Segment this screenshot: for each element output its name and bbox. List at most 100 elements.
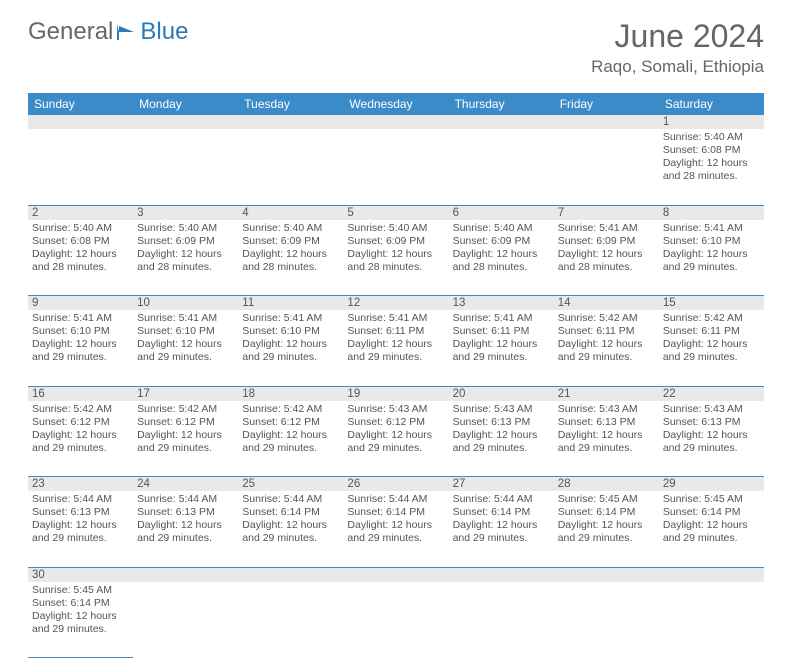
day-number [659,567,764,582]
weekday-header: Thursday [449,93,554,115]
day-number [343,115,448,129]
sunrise-text: Sunrise: 5:44 AM [347,493,444,506]
daylight2-text: and 29 minutes. [32,351,129,364]
sunset-text: Sunset: 6:11 PM [347,325,444,338]
daylight2-text: and 29 minutes. [558,351,655,364]
sunrise-text: Sunrise: 5:40 AM [32,222,129,235]
sunset-text: Sunset: 6:13 PM [663,416,760,429]
sunset-text: Sunset: 6:14 PM [453,506,550,519]
sunrise-text: Sunrise: 5:42 AM [32,403,129,416]
day-number: 4 [238,205,343,220]
sunrise-text: Sunrise: 5:44 AM [137,493,234,506]
day-number: 10 [133,296,238,311]
daylight2-text: and 29 minutes. [32,623,129,636]
day-cell [449,582,554,658]
sunrise-text: Sunrise: 5:40 AM [663,131,760,144]
sunset-text: Sunset: 6:10 PM [137,325,234,338]
daylight1-text: Daylight: 12 hours [453,248,550,261]
daylight1-text: Daylight: 12 hours [558,519,655,532]
day-number: 16 [28,386,133,401]
daylight1-text: Daylight: 12 hours [663,519,760,532]
sunset-text: Sunset: 6:09 PM [558,235,655,248]
sunrise-text: Sunrise: 5:41 AM [558,222,655,235]
weekday-header: Saturday [659,93,764,115]
sunrise-text: Sunrise: 5:41 AM [242,312,339,325]
daylight1-text: Daylight: 12 hours [663,248,760,261]
weekday-header: Sunday [28,93,133,115]
daylight1-text: Daylight: 12 hours [453,338,550,351]
sunrise-text: Sunrise: 5:41 AM [347,312,444,325]
sunset-text: Sunset: 6:09 PM [242,235,339,248]
day-cell: Sunrise: 5:42 AMSunset: 6:12 PMDaylight:… [28,401,133,477]
sunset-text: Sunset: 6:09 PM [453,235,550,248]
day-number [554,567,659,582]
daylight2-text: and 29 minutes. [242,442,339,455]
daylight1-text: Daylight: 12 hours [242,248,339,261]
day-number: 17 [133,386,238,401]
daylight2-text: and 29 minutes. [558,532,655,545]
daylight1-text: Daylight: 12 hours [137,429,234,442]
day-cell [554,129,659,205]
content-row: Sunrise: 5:42 AMSunset: 6:12 PM Daylight:… [28,401,764,477]
daylight1-text: Daylight: 12 hours [137,338,234,351]
day-number: 9 [28,296,133,311]
day-cell [238,582,343,658]
day-cell: Sunrise: 5:41 AMSunset: 6:09 PMDaylight:… [554,220,659,296]
title-block: June 2024 Raqo, Somali, Ethiopia [591,18,764,77]
day-number: 14 [554,296,659,311]
sunset-text: Sunset: 6:13 PM [137,506,234,519]
sunset-text: Sunset: 6:11 PM [663,325,760,338]
sunset-text: Sunset: 6:14 PM [558,506,655,519]
sunrise-text: Sunrise: 5:42 AM [558,312,655,325]
sunrise-text: Sunrise: 5:40 AM [453,222,550,235]
day-number [554,115,659,129]
sunrise-text: Sunrise: 5:41 AM [137,312,234,325]
day-cell: Sunrise: 5:41 AMSunset: 6:10 PMDaylight:… [28,310,133,386]
sunset-text: Sunset: 6:09 PM [137,235,234,248]
sunset-text: Sunset: 6:14 PM [663,506,760,519]
daylight1-text: Daylight: 12 hours [242,429,339,442]
day-number [238,567,343,582]
daylight1-text: Daylight: 12 hours [347,338,444,351]
day-number [28,115,133,129]
daylight1-text: Daylight: 12 hours [242,338,339,351]
day-cell: Sunrise: 5:43 AMSunset: 6:13 PMDaylight:… [554,401,659,477]
day-number: 20 [449,386,554,401]
day-number: 23 [28,477,133,492]
content-row: Sunrise: 5:45 AMSunset: 6:14 PMDaylight:… [28,582,764,658]
day-number: 24 [133,477,238,492]
day-number [343,567,448,582]
sunset-text: Sunset: 6:08 PM [32,235,129,248]
sunrise-text: Sunrise: 5:41 AM [663,222,760,235]
daylight2-text: and 28 minutes. [32,261,129,274]
daylight1-text: Daylight: 12 hours [453,519,550,532]
day-cell: Sunrise: 5:40 AMSunset: 6:09 PMDaylight:… [343,220,448,296]
sunset-text: Sunset: 6:08 PM [663,144,760,157]
day-cell [449,129,554,205]
brand-logo: General Blue [28,18,188,46]
daylight1-text: Daylight: 12 hours [453,429,550,442]
day-cell: Sunrise: 5:43 AMSunset: 6:13 PMDaylight:… [659,401,764,477]
daylight2-text: and 29 minutes. [32,532,129,545]
day-cell: Sunrise: 5:44 AMSunset: 6:14 PMDaylight:… [343,491,448,567]
daylight2-text: and 29 minutes. [663,532,760,545]
day-cell: Sunrise: 5:40 AMSunset: 6:09 PMDaylight:… [449,220,554,296]
daylight2-text: and 29 minutes. [32,442,129,455]
sunset-text: Sunset: 6:14 PM [347,506,444,519]
daylight1-text: Daylight: 12 hours [347,248,444,261]
daylight2-text: and 28 minutes. [137,261,234,274]
daylight1-text: Daylight: 12 hours [663,338,760,351]
day-number [133,567,238,582]
day-cell [28,129,133,205]
daylight2-text: and 28 minutes. [347,261,444,274]
daylight2-text: and 29 minutes. [347,532,444,545]
day-number: 13 [449,296,554,311]
sunset-text: Sunset: 6:13 PM [453,416,550,429]
sunset-text: Sunset: 6:12 PM [32,416,129,429]
weekday-header: Friday [554,93,659,115]
daylight1-text: Daylight: 12 hours [137,248,234,261]
sunrise-text: Sunrise: 5:45 AM [663,493,760,506]
day-number: 21 [554,386,659,401]
daylight2-text: and 28 minutes. [242,261,339,274]
day-number [449,567,554,582]
